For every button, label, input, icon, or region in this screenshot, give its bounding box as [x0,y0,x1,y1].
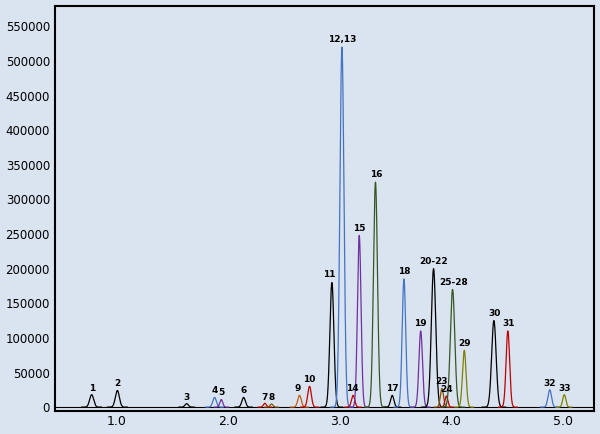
Text: 9: 9 [294,384,301,393]
Text: 12,13: 12,13 [328,35,356,44]
Text: 20-22: 20-22 [419,257,448,266]
Text: 25-28: 25-28 [439,278,468,286]
Text: 8: 8 [268,393,275,401]
Text: 6: 6 [241,386,247,395]
Text: 18: 18 [398,267,410,276]
Text: 17: 17 [386,384,398,393]
Text: 15: 15 [353,224,365,233]
Text: 19: 19 [415,319,427,328]
Text: 30: 30 [488,309,500,318]
Text: 23: 23 [436,377,448,386]
Text: 2: 2 [114,379,121,388]
Text: 14: 14 [346,384,359,393]
Text: 32: 32 [544,379,556,388]
Text: 29: 29 [458,339,471,348]
Text: 31: 31 [502,319,515,328]
Text: 3: 3 [184,393,190,402]
Text: 7: 7 [261,393,268,401]
Text: 5: 5 [219,388,225,398]
Text: 24: 24 [440,385,453,394]
Text: 1: 1 [89,384,95,393]
Text: 33: 33 [559,384,571,393]
Text: 16: 16 [370,170,382,179]
Text: 4: 4 [211,386,218,395]
Text: 10: 10 [304,375,316,384]
Text: 11: 11 [323,270,336,279]
